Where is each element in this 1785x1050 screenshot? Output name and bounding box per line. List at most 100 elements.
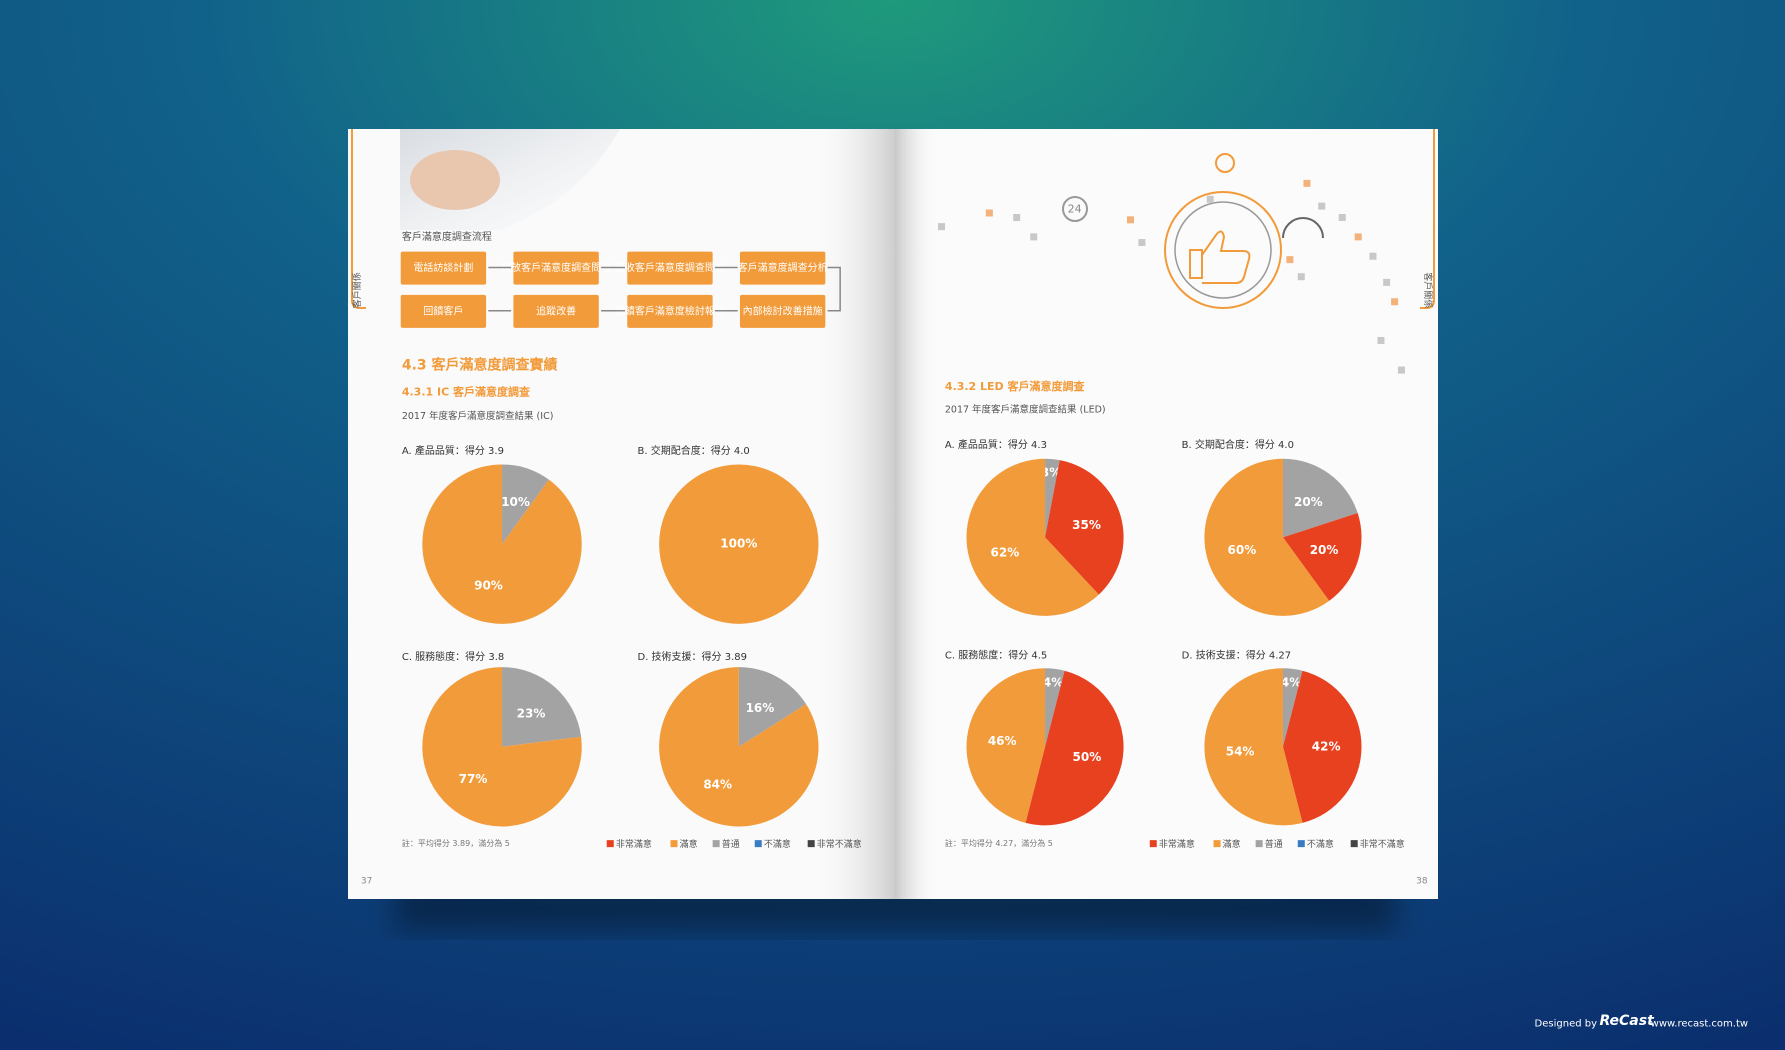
- decor-square: [1013, 214, 1021, 222]
- pie-slice: [502, 667, 582, 747]
- pie-slice: [502, 464, 549, 545]
- credit-url: www.recast.com.tw: [1651, 1018, 1748, 1029]
- pie-slice: [502, 479, 549, 545]
- data-label: 35%: [1072, 518, 1101, 532]
- brand: ReCast: [1599, 1013, 1655, 1029]
- pie-slice: [659, 464, 819, 624]
- legend-label: 非常不滿意: [1360, 838, 1405, 850]
- legend-label: 非常滿意: [1159, 838, 1195, 850]
- data-label: 4%: [1043, 675, 1063, 689]
- chart-title: D. 技術支援：得分 4.27: [1182, 649, 1292, 662]
- legend-label: 非常不滿意: [817, 838, 862, 850]
- decor-square: [1338, 214, 1346, 222]
- legend-swatch: [807, 840, 815, 848]
- caption: 2017 年度客戶滿意度調查結果 (IC): [402, 410, 554, 422]
- page-number: 37: [361, 877, 372, 887]
- legend-swatch: [712, 840, 720, 848]
- flow-step-label: 內部檢討改善措施: [743, 304, 823, 317]
- legend-label: 不滿意: [1307, 838, 1334, 850]
- data-label: 20%: [1310, 543, 1339, 557]
- data-label: 62%: [991, 546, 1020, 560]
- pie-slice: [966, 668, 1046, 823]
- decor-square: [1391, 298, 1399, 306]
- data-label: 50%: [1073, 750, 1102, 764]
- flow-step: [739, 251, 826, 285]
- decor-square: [1127, 216, 1135, 224]
- pie-slice: [1045, 668, 1065, 747]
- legend-swatch: [754, 840, 762, 848]
- decor-square: [1397, 366, 1405, 374]
- flow-step: [400, 294, 487, 328]
- data-label: 10%: [501, 495, 530, 509]
- decor-square: [1297, 273, 1305, 281]
- legend-label: 不滿意: [764, 838, 791, 850]
- pie-slice: [738, 667, 807, 747]
- credit: Designed by: [1535, 1018, 1598, 1029]
- tab-bracket: [351, 129, 366, 309]
- data-label: 23%: [517, 706, 546, 720]
- flow-arrow: [827, 266, 841, 312]
- legend-label: 普通: [1265, 838, 1283, 850]
- data-label: 4%: [1281, 675, 1301, 689]
- flow-step-label: 電話訪談計劃: [413, 261, 473, 274]
- subsection-title: 4.3.2 LED 客戶滿意度調查: [945, 379, 1085, 393]
- data-label: 100%: [720, 537, 757, 551]
- note: 註：平均得分 4.27，滿分為 5: [945, 838, 1053, 848]
- legend-label: 滿意: [1223, 838, 1241, 850]
- thumb-icon: [1062, 153, 1324, 309]
- side-tab: 客戶關係: [351, 272, 363, 308]
- chart-title: A. 產品品質：得分 3.9: [402, 444, 504, 457]
- pie-slice: [1204, 668, 1303, 826]
- decor-square: [1369, 252, 1377, 260]
- data-label: 90%: [474, 578, 503, 592]
- chart-title: C. 服務態度：得分 3.8: [402, 650, 504, 663]
- pie-slice: [1045, 458, 1060, 538]
- flow-step: [400, 251, 487, 285]
- data-label: 16%: [746, 701, 775, 715]
- data-label: 46%: [988, 734, 1017, 748]
- decor-square: [1206, 195, 1214, 203]
- note: 註：平均得分 3.89，滿分為 5: [402, 838, 510, 848]
- chart-title: D. 技術支援：得分 3.89: [638, 650, 748, 663]
- icon-label: 24: [1068, 202, 1082, 215]
- flow-step: [627, 294, 713, 328]
- flow-step: [627, 251, 713, 285]
- caption: 2017 年度客戶滿意度調查結果 (LED): [945, 403, 1106, 415]
- flow-step-label: 追蹤改善: [536, 304, 576, 317]
- flow-step-label: 發放客戶滿意度調查問卷: [501, 261, 611, 274]
- decor-square: [1303, 179, 1311, 187]
- data-label: 20%: [1294, 495, 1323, 509]
- data-label: 60%: [1228, 543, 1257, 557]
- pie-slice: [1282, 670, 1362, 823]
- decor-square: [1318, 202, 1326, 210]
- decor-square: [1354, 233, 1362, 241]
- legend-label: 普通: [722, 838, 740, 850]
- legend-label: 滿意: [680, 838, 698, 850]
- legend-swatch: [1255, 840, 1263, 848]
- data-label: 3%: [1041, 466, 1061, 480]
- decor-square: [985, 209, 993, 217]
- section-title: 4.3 客戶滿意度調查實績: [402, 356, 558, 373]
- side-tab: 客戶關係: [1422, 272, 1434, 308]
- chart-title: A. 產品品質：得分 4.3: [945, 438, 1047, 451]
- page-number: 38: [1416, 877, 1428, 887]
- pie-slice: [1282, 668, 1303, 747]
- photo-hand: [410, 150, 500, 210]
- flow-step-label: 回饋客戶: [423, 304, 463, 317]
- flow-title: 客戶滿意度調查流程: [402, 230, 492, 243]
- flow-step-label: 回饋客戶滿意度檢討報告: [615, 304, 725, 317]
- pie-slice: [1204, 458, 1330, 616]
- pie-slice: [1282, 458, 1358, 538]
- legend-label: 非常滿意: [616, 838, 652, 850]
- pie-slice: [1025, 670, 1124, 826]
- legend-swatch: [606, 840, 614, 848]
- data-label: 84%: [703, 778, 732, 792]
- subsection-title: 4.3.1 IC 客戶滿意度調查: [402, 385, 530, 399]
- decor-square: [1383, 278, 1391, 286]
- chart-title: C. 服務態度：得分 4.5: [945, 649, 1047, 662]
- flow-step-label: 回收客戶滿意度調查問卷: [615, 261, 725, 274]
- chart-title: B. 交期配合度：得分 4.0: [1182, 438, 1294, 451]
- decor-square: [1030, 233, 1038, 241]
- tab-bracket: [1420, 129, 1435, 309]
